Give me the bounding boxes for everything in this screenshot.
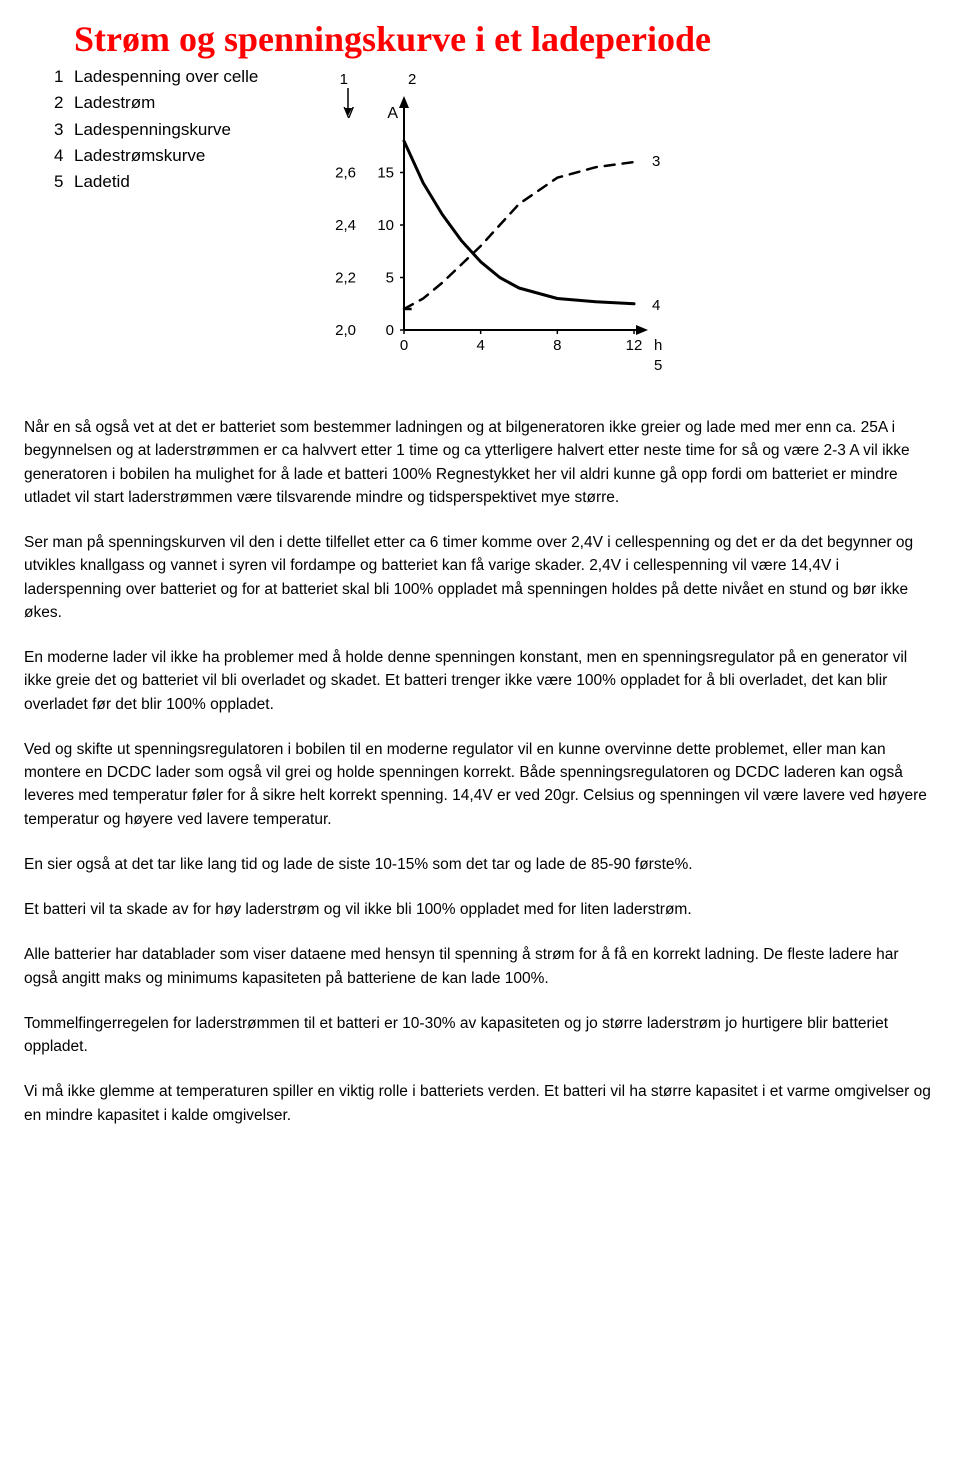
body-paragraph: Når en så også vet at det er batteriet s…: [24, 416, 936, 509]
svg-text:2: 2: [408, 71, 416, 88]
svg-text:3: 3: [652, 153, 660, 170]
svg-text:0: 0: [386, 322, 394, 339]
svg-text:5: 5: [654, 357, 662, 374]
body-paragraph: Vi må ikke glemme at temperaturen spille…: [24, 1080, 936, 1127]
body-paragraph: En moderne lader vil ikke ha problemer m…: [24, 646, 936, 716]
svg-text:4: 4: [652, 297, 660, 314]
legend-item: 1Ladespenning over celle: [54, 64, 258, 90]
svg-text:4: 4: [476, 337, 484, 354]
svg-text:12: 12: [626, 337, 643, 354]
svg-text:A: A: [387, 105, 398, 122]
figure-title: Strøm og spenningskurve i et ladeperiode: [74, 12, 711, 66]
body-paragraph: Ved og skifte ut spenningsregulatoren i …: [24, 738, 936, 831]
legend-item: 4Ladestrømskurve: [54, 143, 258, 169]
body-paragraph: Tommelfingerregelen for laderstrømmen ti…: [24, 1012, 936, 1059]
figure-legend: 1Ladespenning over celle 2Ladestrøm 3Lad…: [54, 64, 258, 196]
svg-text:2,2: 2,2: [335, 270, 356, 287]
svg-text:2,4: 2,4: [335, 217, 356, 234]
legend-item: 5Ladetid: [54, 169, 258, 195]
chart: 151050A22,62,42,22,0V104812h534: [304, 70, 674, 397]
svg-text:2,0: 2,0: [335, 322, 356, 339]
svg-text:10: 10: [377, 217, 394, 234]
legend-item: 2Ladestrøm: [54, 90, 258, 116]
svg-text:15: 15: [377, 165, 394, 182]
body-paragraph: En sier også at det tar like lang tid og…: [24, 853, 936, 876]
legend-item: 3Ladespenningskurve: [54, 117, 258, 143]
figure: Strøm og spenningskurve i et ladeperiode…: [24, 12, 724, 392]
svg-text:5: 5: [386, 270, 394, 287]
body-paragraph: Et batteri vil ta skade av for høy lader…: [24, 898, 936, 921]
svg-text:h: h: [654, 337, 662, 354]
body-paragraph: Ser man på spenningskurven vil den i det…: [24, 531, 936, 624]
svg-text:0: 0: [400, 337, 408, 354]
svg-text:8: 8: [553, 337, 561, 354]
chart-svg: 151050A22,62,42,22,0V104812h534: [304, 70, 674, 390]
body-paragraph: Alle batterier har datablader som viser …: [24, 943, 936, 990]
svg-text:2,6: 2,6: [335, 165, 356, 182]
svg-text:1: 1: [340, 71, 348, 88]
